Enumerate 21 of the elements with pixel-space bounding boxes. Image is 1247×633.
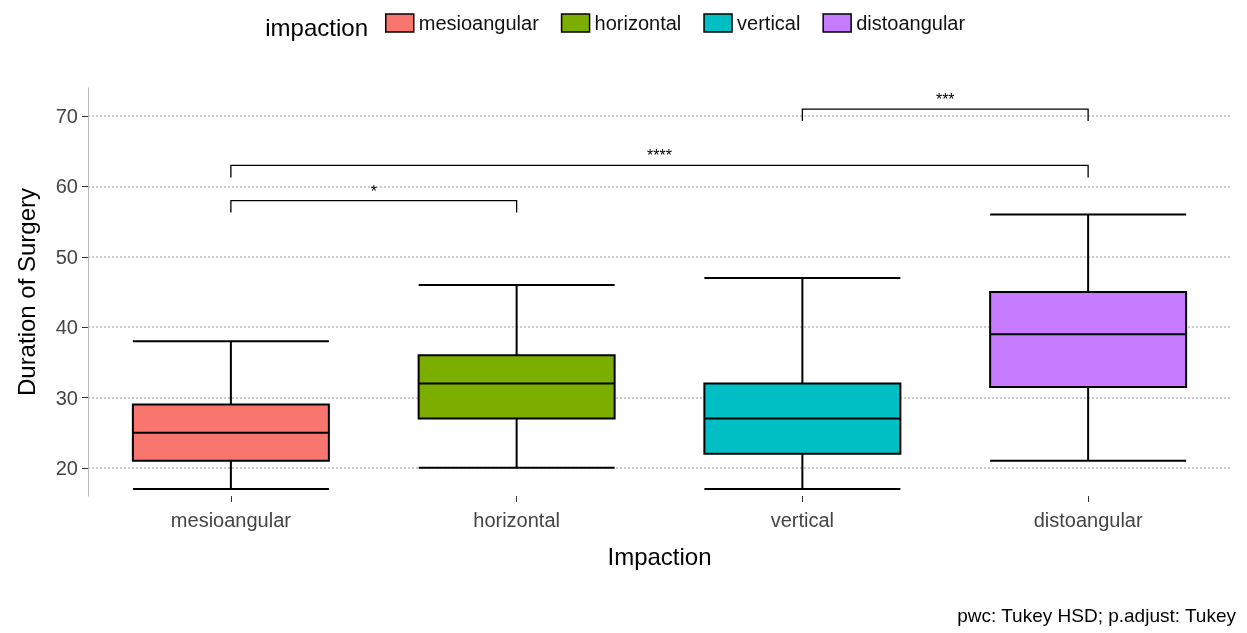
x-axis-title: Impaction xyxy=(607,542,712,570)
annotation: * xyxy=(370,182,377,200)
legend-title: impaction xyxy=(265,14,368,41)
legend-label: distoangular xyxy=(856,12,966,34)
legend-label: vertical xyxy=(737,12,801,34)
x-tick-label: horizontal xyxy=(473,509,560,531)
annotation: **** xyxy=(647,147,672,165)
annotation: *** xyxy=(935,91,955,109)
y-tick-label: 40 xyxy=(55,316,78,339)
y-axis-title: Duration of Surgery xyxy=(12,187,40,397)
text: pwc: Tukey HSD; p.adjust: Tukey xyxy=(957,605,1237,626)
x-tick-label: vertical xyxy=(770,509,835,531)
y-tick-label: 70 xyxy=(55,105,78,128)
x-tick-label: distoangular xyxy=(1033,509,1143,531)
y-tick-label: 50 xyxy=(55,245,78,268)
y-tick-label: 30 xyxy=(55,386,78,409)
x-tick-label: mesioangular xyxy=(170,509,292,531)
legend-label: mesioangular xyxy=(418,12,540,34)
y-tick-label: 20 xyxy=(55,456,78,479)
legend-label: horizontal xyxy=(594,12,682,34)
y-tick-label: 60 xyxy=(55,175,78,198)
